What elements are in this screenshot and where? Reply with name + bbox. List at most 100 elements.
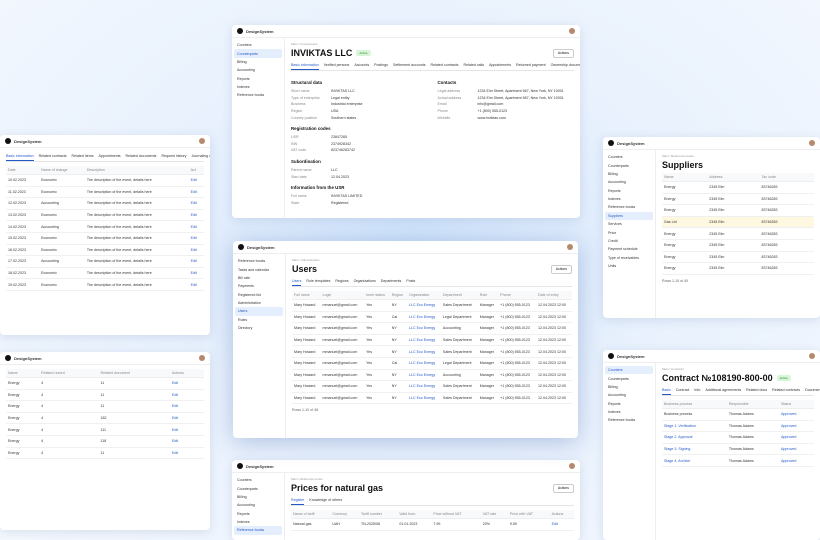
cell[interactable]: Edit (188, 267, 204, 280)
tab[interactable]: Postings (374, 63, 388, 67)
tab[interactable]: Returned payment (516, 63, 546, 67)
nav-item[interactable]: Counterparts (608, 163, 629, 168)
cell[interactable]: Edit (169, 435, 204, 448)
actions-button[interactable]: Actions (552, 483, 574, 493)
tab[interactable]: Role templates (306, 279, 331, 283)
tab[interactable]: Register (291, 496, 305, 505)
tab[interactable]: Accounts (354, 63, 370, 67)
actions-button[interactable]: Actions (552, 48, 574, 58)
tab[interactable]: Related contracts (38, 154, 67, 158)
tab[interactable]: Additional agreements (705, 388, 742, 392)
tab[interactable]: Documents (805, 388, 820, 392)
tab[interactable]: Related docs (746, 388, 768, 392)
nav-item[interactable]: Reference books (234, 526, 282, 535)
nav-item[interactable]: Roles (238, 317, 248, 322)
cell[interactable]: Edit (188, 278, 204, 291)
column-header: Role (477, 291, 499, 300)
nav-item[interactable]: Indexes (237, 85, 250, 90)
tab[interactable]: Basic information (291, 61, 319, 70)
tab[interactable]: Related contracts (430, 63, 459, 67)
tab[interactable]: Basic (662, 386, 671, 395)
nav-item[interactable]: Reports (237, 76, 250, 81)
tab[interactable]: Contract (675, 388, 690, 392)
cell[interactable]: Edit (549, 518, 574, 531)
tab[interactable]: Organizations (353, 279, 376, 283)
nav-item[interactable]: Counters (608, 155, 623, 160)
nav-item[interactable]: Registered list (238, 292, 261, 297)
nav-item[interactable]: Payment schedule (608, 247, 638, 252)
nav-item[interactable]: Counterparts (608, 376, 629, 381)
nav-item[interactable]: Reference books (238, 259, 266, 264)
nav-item[interactable]: Billing (608, 384, 618, 389)
cell: Mary Howard (292, 311, 321, 324)
cell[interactable]: Edit (188, 232, 204, 245)
nav-item[interactable]: Reports (237, 511, 250, 516)
nav-item[interactable]: Accounting (608, 393, 626, 398)
cell[interactable]: Edit (188, 186, 204, 199)
nav-item[interactable]: Billing (237, 494, 247, 499)
nav-item[interactable]: Bill rate (238, 275, 250, 280)
nav-item[interactable]: Counterparts (237, 486, 258, 491)
nav-item[interactable]: Credit (608, 238, 618, 243)
nav-item[interactable]: Indexes (608, 197, 621, 202)
tab[interactable]: Appointments (489, 63, 512, 67)
nav-item[interactable]: Billing (237, 59, 247, 64)
nav-item[interactable]: Counters (605, 366, 653, 375)
nav-item[interactable]: Suppliers (605, 211, 653, 220)
cell[interactable]: Edit (188, 255, 204, 268)
nav-item[interactable]: Reports (608, 188, 621, 193)
tab[interactable]: Departments (380, 279, 402, 283)
actions-button[interactable]: Actions (550, 264, 572, 274)
nav-item[interactable]: Directory (238, 326, 253, 331)
tab[interactable]: Verified persons (323, 63, 350, 67)
cell[interactable]: Edit (188, 220, 204, 233)
tab[interactable]: Users (292, 277, 302, 286)
nav-item[interactable]: Indexes (237, 520, 250, 525)
cell[interactable]: Edit (169, 412, 204, 425)
cell[interactable]: Edit (188, 174, 204, 187)
cell[interactable]: Edit (169, 400, 204, 413)
nav-item[interactable]: Accounting (237, 68, 255, 73)
tab[interactable]: Ownership documents (550, 63, 580, 67)
tab[interactable]: Posts (406, 279, 416, 283)
nav-item[interactable]: Accounting (608, 180, 626, 185)
nav-item[interactable]: Services (608, 222, 622, 227)
tab[interactable]: Related contracts (772, 388, 801, 392)
tab[interactable]: Appointments (98, 154, 121, 158)
cell: Accounting (39, 197, 85, 210)
cell[interactable]: Edit (188, 197, 204, 210)
nav-item[interactable]: Reference books (608, 418, 636, 423)
cell[interactable]: Edit (169, 389, 204, 402)
nav-item[interactable]: Price (608, 230, 617, 235)
tab[interactable]: Basic information (6, 152, 34, 161)
tab[interactable]: Related documents (125, 154, 157, 158)
nav-item[interactable]: Counters (237, 43, 252, 48)
nav-item[interactable]: Administration (238, 301, 261, 306)
nav-item[interactable]: Reference books (237, 93, 265, 98)
cell[interactable]: Edit (169, 423, 204, 436)
cell[interactable]: Edit (188, 209, 204, 222)
nav-item[interactable]: Counterparts (234, 49, 282, 58)
cell[interactable]: Edit (188, 244, 204, 257)
nav-item[interactable]: Users (235, 307, 283, 316)
tab[interactable]: Settlement accounts (392, 63, 426, 67)
nav-item[interactable]: Payments (238, 284, 254, 289)
nav-item[interactable]: Counters (237, 478, 252, 483)
nav-item[interactable]: Tasks and calendar (238, 267, 269, 272)
tab[interactable]: Journaling of actions (191, 154, 210, 158)
nav-item[interactable]: Indexes (608, 410, 621, 415)
nav-item[interactable]: Type of receivables (608, 255, 639, 260)
tab[interactable]: Info (694, 388, 701, 392)
cell[interactable]: Edit (169, 377, 204, 390)
tab[interactable]: Regions (335, 279, 349, 283)
nav-item[interactable]: Units (608, 264, 617, 269)
nav-item[interactable]: Reference books (608, 205, 636, 210)
tab[interactable]: Knowledge of others (309, 498, 343, 502)
cell[interactable]: Edit (169, 447, 204, 460)
tab[interactable]: Request history (161, 154, 187, 158)
nav-item[interactable]: Billing (608, 171, 618, 176)
tab[interactable]: Related calls (463, 63, 485, 67)
nav-item[interactable]: Reports (608, 401, 621, 406)
tab[interactable]: Related items (71, 154, 94, 158)
nav-item[interactable]: Accounting (237, 503, 255, 508)
